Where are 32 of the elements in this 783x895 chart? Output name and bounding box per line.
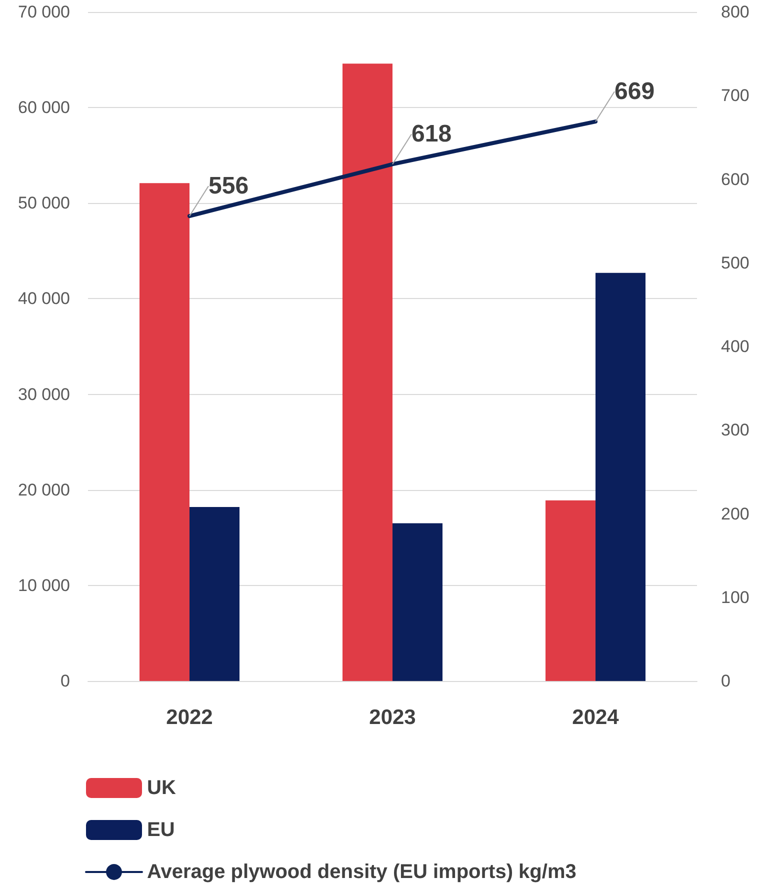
bar — [190, 507, 240, 681]
y2-tick-label: 0 — [721, 672, 730, 690]
data-label: 669 — [614, 78, 655, 106]
y2-tick-label: 300 — [721, 420, 750, 440]
data-label: 556 — [208, 172, 249, 200]
y2-tick-label: 500 — [721, 253, 750, 272]
bar — [546, 500, 596, 681]
bar — [342, 64, 392, 681]
y2-tick-label: 100 — [721, 588, 750, 607]
bar — [596, 272, 646, 681]
x-tick-label: 2023 — [369, 706, 416, 729]
y-tick-label: 0 — [60, 672, 70, 690]
y-tick-label: 60 000 — [18, 98, 70, 118]
y-tick-label: 40 000 — [18, 289, 70, 308]
y-tick-label: 70 000 — [18, 2, 70, 22]
data-label: 618 — [412, 120, 452, 148]
x-tick-label: 2024 — [572, 706, 620, 729]
bar — [140, 183, 190, 681]
legend-label: Average plywood density (EU imports) kg/m3 — [147, 861, 576, 883]
x-tick-label: 2022 — [166, 706, 213, 729]
y-tick-label: 10 000 — [18, 576, 70, 595]
y2-tick-label: 700 — [721, 86, 750, 106]
y2-tick-label: 800 — [721, 2, 750, 22]
y-tick-label: 30 000 — [18, 384, 70, 404]
y-tick-label: 50 000 — [18, 194, 70, 213]
legend-label: EU — [147, 819, 175, 841]
y2-tick-label: 400 — [721, 337, 750, 356]
legend-label: UK — [147, 777, 176, 799]
y2-tick-label: 600 — [721, 170, 750, 189]
y2-tick-label: 200 — [721, 504, 750, 524]
bar — [392, 523, 442, 681]
y-tick-label: 20 000 — [18, 480, 70, 500]
